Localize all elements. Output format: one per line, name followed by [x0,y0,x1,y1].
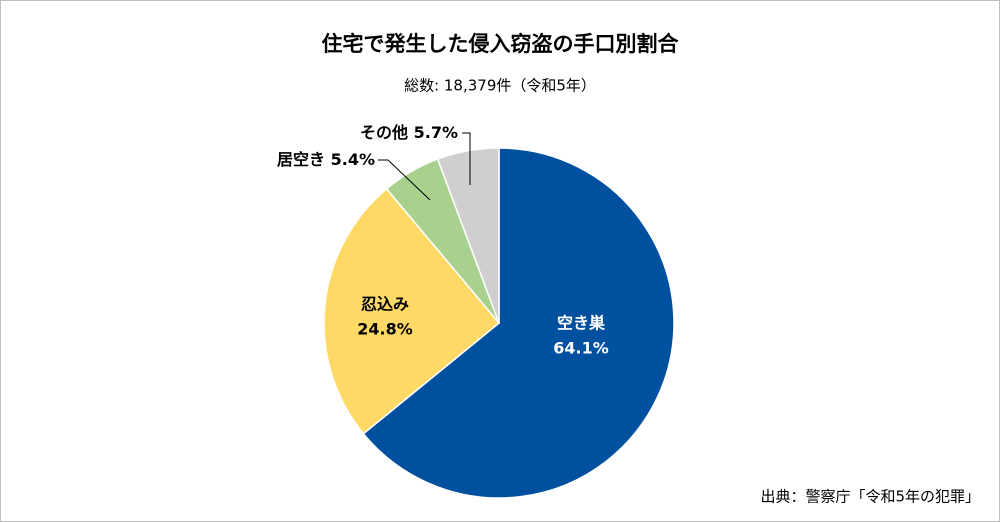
slice-value: 5.4% [331,150,375,169]
slice-value: 5.7% [414,123,458,142]
slice-value: 24.8% [357,320,413,339]
chart-subtitle: 総数: 18,379件（令和5年） [404,77,596,95]
slice-label: 居空き 5.4% [277,150,375,169]
slice-value: 64.1% [553,339,609,358]
pie-slice [323,187,501,435]
slice-category: 居空き [277,150,325,169]
pie-slice [436,147,500,324]
leader-line [462,132,471,185]
pie [323,147,675,499]
leader-line [378,159,431,201]
chart-title: 住宅で発生した侵入窃盗の手口別割合 [322,32,680,56]
slice-category: その他 [360,123,408,142]
slice-label: 忍込み [361,295,409,314]
slice-label: その他 5.7% [360,123,458,142]
source-note: 出典：警察庁「令和5年の犯罪」 [760,488,980,506]
pie-slice [362,147,675,499]
slice-label: 空き巣 [557,314,606,333]
